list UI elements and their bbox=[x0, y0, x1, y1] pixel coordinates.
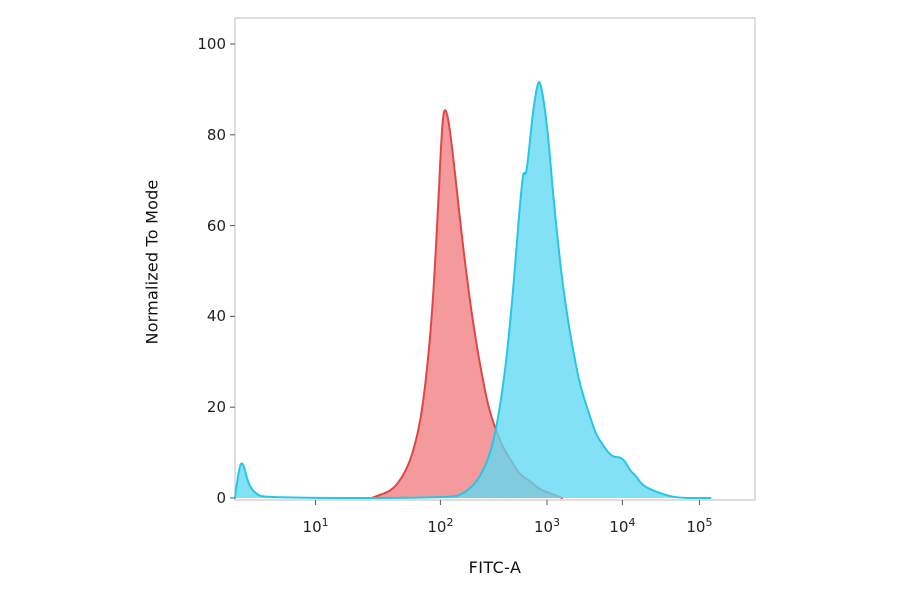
y-tick-label: 100 bbox=[197, 35, 226, 53]
x-axis-label: FITC-A bbox=[468, 558, 522, 577]
y-tick-label: 40 bbox=[206, 307, 226, 326]
control-red-fill bbox=[371, 110, 563, 499]
x-tick-label: 101 bbox=[302, 516, 329, 536]
stained-cyan-outline bbox=[234, 81, 712, 499]
y-tick-label: 20 bbox=[206, 398, 226, 417]
y-tick-label: 60 bbox=[206, 216, 226, 235]
x-tick-label: 105 bbox=[686, 516, 713, 536]
x-tick-label: 104 bbox=[609, 516, 636, 536]
y-tick-label: 80 bbox=[206, 125, 226, 144]
x-tick-label: 103 bbox=[533, 516, 561, 536]
x-tick-label: 102 bbox=[427, 516, 454, 536]
y-axis-label: Normalized To Mode bbox=[142, 179, 162, 345]
plot-border bbox=[234, 17, 756, 501]
y-tick-label: 0 bbox=[216, 489, 226, 507]
